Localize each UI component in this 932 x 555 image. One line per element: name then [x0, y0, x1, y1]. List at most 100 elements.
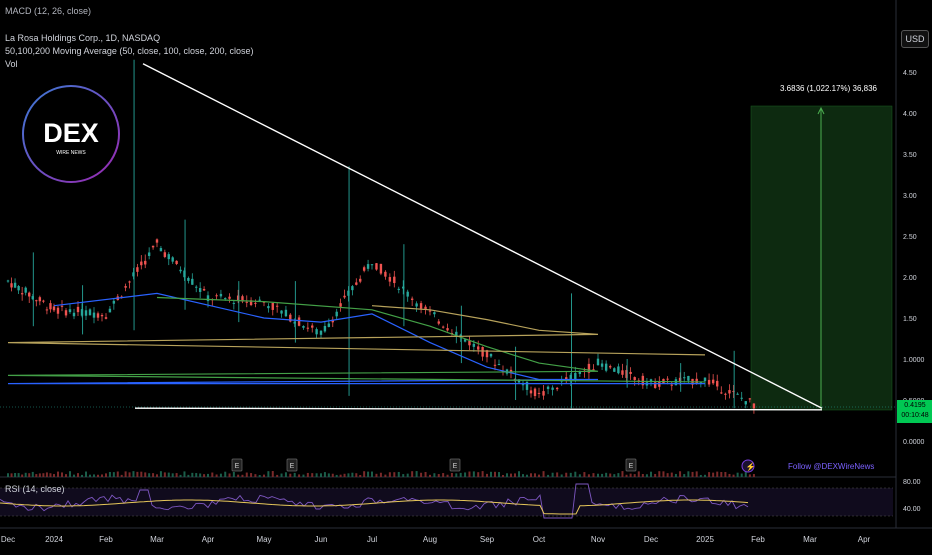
candle-body — [533, 388, 537, 397]
candle-body — [592, 369, 595, 371]
volume-bar — [215, 474, 218, 477]
volume-bar — [633, 474, 636, 477]
candle-body — [96, 313, 100, 318]
candle-body — [716, 380, 719, 387]
candle-body — [600, 363, 604, 367]
volume-bar — [136, 471, 139, 477]
volume-bar — [156, 474, 158, 477]
candle-body — [84, 310, 88, 316]
price-axis[interactable]: 4.504.003.503.002.502.001.501.00000.5000… — [903, 70, 925, 446]
volume-bar — [245, 472, 248, 477]
volume-bar — [477, 472, 480, 477]
candle-body — [555, 387, 559, 390]
time-tick-label: Sep — [480, 535, 495, 544]
candle-body — [397, 288, 400, 290]
volume-bar — [61, 472, 63, 477]
candle-body — [35, 300, 38, 302]
time-tick-label: 2024 — [45, 535, 63, 544]
candle-body — [163, 252, 167, 257]
lightning-icon[interactable] — [741, 459, 755, 473]
volume-bar — [128, 472, 131, 477]
volume-bar — [351, 472, 354, 477]
candle-body — [493, 364, 497, 366]
volume-bar — [42, 473, 45, 477]
candle-body — [315, 329, 318, 335]
candle-body — [124, 286, 127, 288]
candle-body — [52, 306, 56, 311]
volume-legend[interactable]: Vol — [5, 59, 18, 69]
price-tick-label: 3.00 — [903, 193, 917, 200]
volume-bar — [679, 471, 682, 477]
volume-bar — [35, 474, 38, 477]
candle-body — [327, 323, 331, 327]
candle-body — [132, 272, 135, 277]
candle-body — [752, 403, 756, 409]
candle-body — [366, 264, 370, 269]
rsi-ma-line — [0, 499, 749, 515]
volume-bar — [716, 471, 719, 477]
volume-bar — [538, 474, 540, 477]
candle-body — [144, 260, 147, 265]
volume-bar — [674, 473, 677, 477]
currency-button[interactable]: USD — [901, 30, 929, 48]
volume-bar — [384, 474, 387, 477]
candle-body — [100, 315, 104, 317]
candle-body — [617, 366, 620, 374]
candle-body — [744, 401, 747, 405]
volume-bar — [724, 471, 727, 477]
candle-body — [112, 300, 116, 304]
volume-bar — [617, 473, 620, 477]
volume-bar — [241, 474, 244, 477]
rsi-layer: 80.00 40.00 — [0, 479, 921, 519]
candle-body — [6, 280, 10, 282]
candle-body — [195, 286, 198, 288]
earnings-marker — [231, 458, 243, 472]
candle-body — [629, 371, 632, 374]
volume-bar — [81, 474, 83, 477]
logo-text: DEX — [43, 118, 99, 148]
volume-bar — [371, 471, 373, 477]
volume-bar — [49, 473, 52, 477]
volume-bar — [437, 474, 440, 477]
candle-body — [254, 302, 257, 304]
earnings-marker-label: E — [453, 463, 458, 470]
earnings-marker — [449, 458, 461, 472]
volume-bar — [171, 473, 174, 477]
volume-bar — [207, 473, 209, 477]
volume-bar — [393, 472, 396, 477]
volume-bar — [97, 474, 99, 477]
candle-body — [379, 263, 383, 274]
time-tick-label: Apr — [858, 535, 871, 544]
volume-bar — [522, 474, 524, 477]
candle-body — [415, 303, 418, 307]
candle-body — [331, 319, 334, 323]
candle-body — [459, 334, 462, 336]
rsi-legend[interactable]: RSI (14, close) — [5, 484, 65, 494]
volume-bar — [406, 473, 409, 477]
time-tick-label: Feb — [99, 535, 113, 544]
symbol-title[interactable]: La Rosa Holdings Corp., 1D, NASDAQ — [5, 33, 161, 43]
volume-bar — [163, 472, 166, 477]
candle-body — [10, 283, 13, 288]
time-axis[interactable]: Dec 2024 Feb Mar Apr May Jun Jul Aug Sep Oct Nov Dec… — [1, 535, 871, 544]
candle-body — [155, 239, 159, 243]
candle-body — [370, 264, 374, 266]
candle-body — [485, 350, 489, 358]
candle-body — [49, 303, 52, 310]
volume-bar — [331, 473, 334, 477]
trendlines-layer[interactable] — [134, 63, 823, 411]
candle-body — [28, 292, 31, 297]
volume-bar — [53, 474, 55, 477]
volume-bar — [534, 473, 536, 477]
ma-legend[interactable]: 50,100,200 Moving Average (50, close, 10… — [5, 46, 254, 56]
candle-body — [428, 310, 432, 312]
earnings-marker — [286, 458, 298, 472]
volume-bar — [670, 472, 673, 477]
candle-body — [232, 302, 236, 304]
volume-bar — [258, 474, 261, 477]
macd-legend[interactable]: MACD (12, 26, close) — [5, 6, 92, 16]
price-tick-label: 2.00 — [903, 275, 917, 282]
volume-bar — [237, 474, 240, 477]
